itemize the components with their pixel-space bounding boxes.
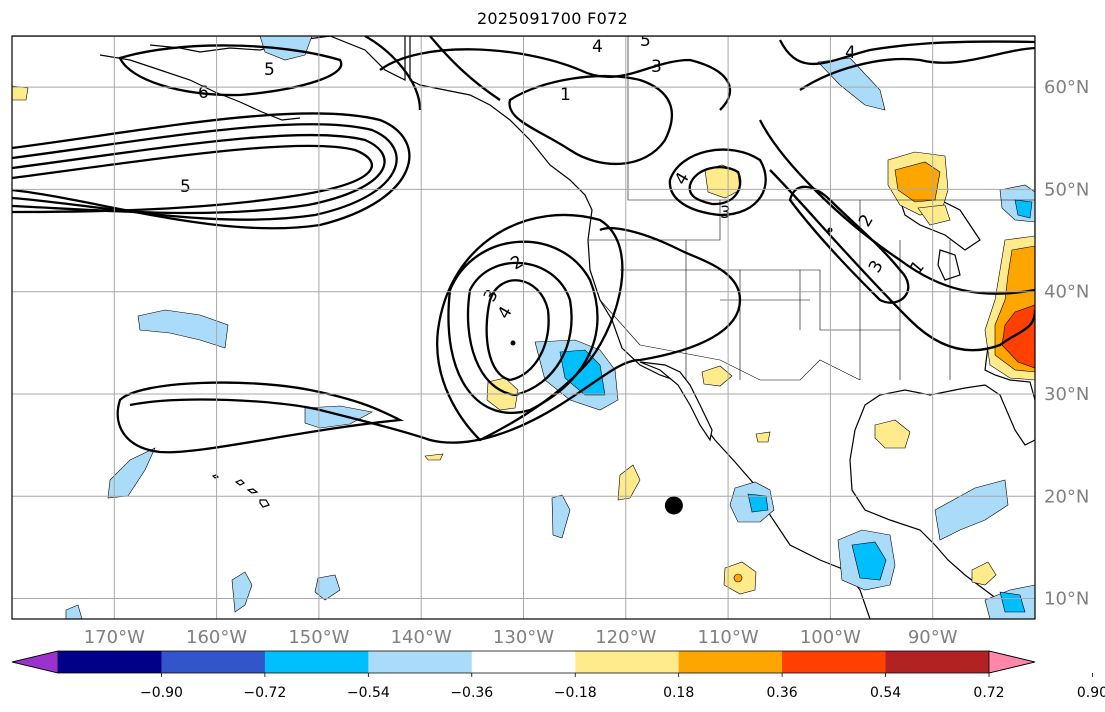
colorbar-tick-label: −0.36 [450,685,493,701]
lon-tick-label: 150°W [288,627,349,648]
lat-tick-label: 20°N [1044,486,1089,507]
colorbar-extend-low [11,650,59,674]
lon-tick-label: 90°W [908,627,958,648]
colorbar-tick-label: −0.18 [554,685,597,701]
lon-tick-label: 140°W [391,627,452,648]
colorbar-segment [678,651,783,673]
contour-lines [12,36,1035,454]
contour-label: 6 [198,83,209,103]
contour-label: 4 [845,43,856,63]
lon-tick-label: 110°W [698,627,759,648]
colorbar-tick-labels: −0.90 −0.72 −0.54 −0.36 −0.18 0.18 0.36 0.54 0.7… [140,673,1105,701]
contour-label: 3 [651,57,662,77]
anomaly-fills [12,36,1035,619]
colorbar-tick-label: 0.72 [973,685,1004,701]
colorbar-segment [58,651,162,673]
colorbar-tick-label: 0.90 [1077,685,1105,701]
colorbar-segment [264,651,369,673]
longitude-axis: 170°W 160°W 150°W 140°W 130°W 120°W 110°W 100°W… [84,627,958,648]
lat-tick-label: 50°N [1044,179,1089,200]
contour-label: 5 [640,31,651,51]
center-dot [510,340,516,346]
colorbar-tick-label: 0.18 [663,685,694,701]
colorbar [11,650,1036,674]
colorbar-segment [368,651,473,673]
lon-tick-label: 160°W [186,627,247,648]
lat-tick-label: 30°N [1044,384,1089,405]
latitude-axis: 10°N 20°N 30°N 40°N 50°N 60°N [1044,77,1089,609]
colorbar-segment [161,651,266,673]
colorbar-tick-label: −0.72 [243,685,286,701]
contour-label: 1 [560,85,571,105]
lat-tick-label: 10°N [1044,589,1089,610]
colorbar-tick-label: 0.54 [870,685,901,701]
colorbar-tick-label: −0.90 [140,685,183,701]
lat-tick-label: 40°N [1044,282,1089,303]
lon-tick-label: 120°W [595,627,656,648]
colorbar-tick-label: 0.36 [767,685,798,701]
map-border [11,35,1036,620]
lon-tick-label: 130°W [493,627,554,648]
colorbar-segment [782,651,887,673]
colorbar-segment [885,651,990,673]
colorbar-segment [471,651,576,673]
lon-tick-label: 170°W [84,627,145,648]
colorbar-extend-high [988,650,1036,674]
gridlines [12,36,1035,619]
chart-title: 2025091700 F072 [476,9,629,28]
contour-label: 5 [180,177,191,197]
colorbar-outline [11,650,1036,674]
lon-tick-label: 100°W [800,627,861,648]
lat-tick-label: 60°N [1044,77,1089,98]
contour-label: 4 [592,37,603,57]
colorbar-segment [575,651,680,673]
contour-label: 3 [720,203,731,223]
storm-position-marker [664,496,683,515]
contour-label: 5 [264,60,275,80]
colorbar-tick-label: −0.54 [347,685,390,701]
